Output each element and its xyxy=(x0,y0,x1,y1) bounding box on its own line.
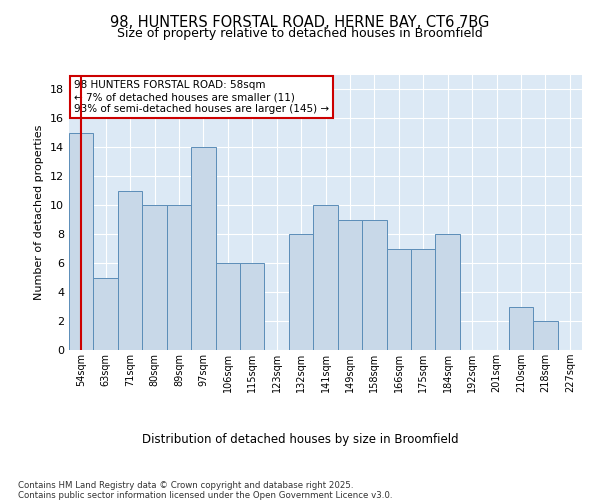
Text: Size of property relative to detached houses in Broomfield: Size of property relative to detached ho… xyxy=(117,28,483,40)
Bar xyxy=(436,234,460,350)
Bar xyxy=(289,234,313,350)
Bar xyxy=(509,306,533,350)
Bar xyxy=(533,321,557,350)
Bar xyxy=(118,191,142,350)
Bar xyxy=(142,206,167,350)
Text: Contains HM Land Registry data © Crown copyright and database right 2025.
Contai: Contains HM Land Registry data © Crown c… xyxy=(18,480,392,500)
Bar xyxy=(215,263,240,350)
Text: 98, HUNTERS FORSTAL ROAD, HERNE BAY, CT6 7BG: 98, HUNTERS FORSTAL ROAD, HERNE BAY, CT6… xyxy=(110,15,490,30)
Bar xyxy=(313,206,338,350)
Bar xyxy=(240,263,265,350)
Bar xyxy=(362,220,386,350)
Text: Distribution of detached houses by size in Broomfield: Distribution of detached houses by size … xyxy=(142,432,458,446)
Bar xyxy=(338,220,362,350)
Text: 98 HUNTERS FORSTAL ROAD: 58sqm
← 7% of detached houses are smaller (11)
93% of s: 98 HUNTERS FORSTAL ROAD: 58sqm ← 7% of d… xyxy=(74,80,329,114)
Bar xyxy=(386,248,411,350)
Y-axis label: Number of detached properties: Number of detached properties xyxy=(34,125,44,300)
Bar xyxy=(69,133,94,350)
Bar xyxy=(167,206,191,350)
Bar xyxy=(411,248,436,350)
Bar xyxy=(94,278,118,350)
Bar xyxy=(191,148,215,350)
